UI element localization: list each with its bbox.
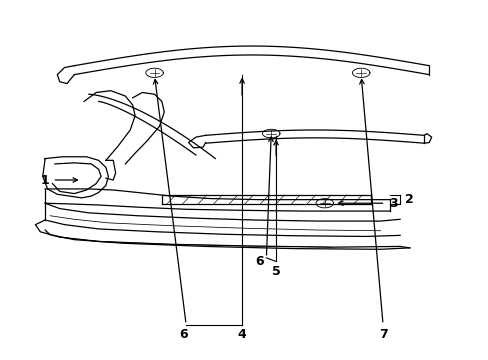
Text: 2: 2 — [404, 193, 413, 206]
Text: 7: 7 — [378, 328, 386, 341]
Text: 6: 6 — [255, 255, 264, 268]
Text: 3: 3 — [388, 197, 397, 210]
Text: 1: 1 — [40, 174, 49, 186]
Text: 4: 4 — [237, 328, 246, 341]
Text: 5: 5 — [271, 265, 280, 278]
Text: 6: 6 — [179, 328, 188, 341]
